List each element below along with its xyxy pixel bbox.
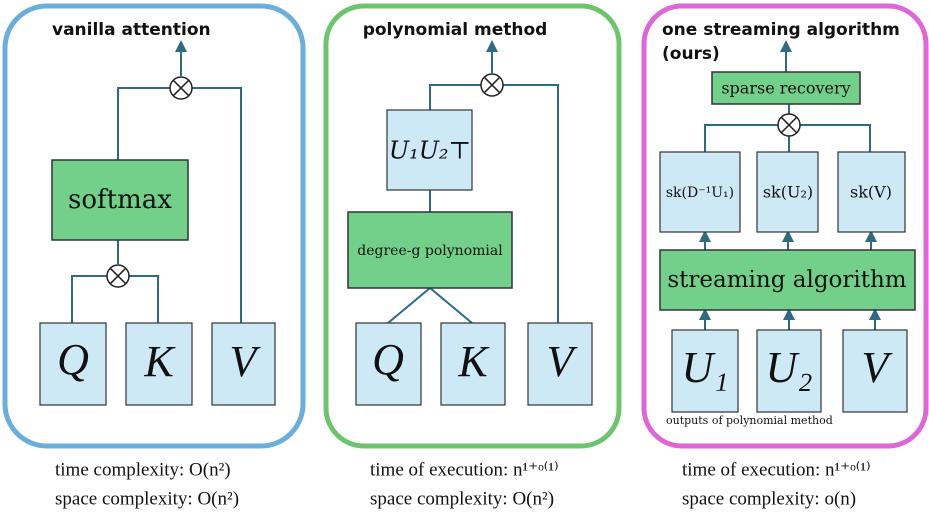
node-label: degree-g polynomial — [357, 243, 503, 259]
box — [659, 249, 916, 311]
node-label: Q — [372, 335, 404, 384]
node-label: K — [457, 337, 490, 386]
panel-title: one streaming algorithm — [662, 20, 900, 40]
box — [355, 322, 422, 406]
connectors — [699, 40, 881, 330]
node-label: V — [862, 343, 894, 392]
caption: time complexity: O(n²) — [55, 459, 231, 480]
box — [842, 329, 908, 413]
connectors — [387, 40, 559, 324]
panel-title: polynomial method — [363, 20, 548, 40]
box — [711, 71, 861, 105]
panel-polynomial: polynomial method U₁U₂⊤ degree-g polynom… — [323, 3, 622, 449]
caption: space complexity: o(n) — [682, 488, 856, 509]
node-label: V — [547, 337, 579, 386]
otimes — [169, 76, 193, 100]
node-label: softmax — [68, 185, 172, 215]
panel-subtitle: (ours) — [662, 44, 720, 64]
box — [51, 159, 189, 241]
box — [347, 211, 513, 289]
caption: space complexity: O(n²) — [55, 488, 239, 509]
node-label: sparse recovery — [721, 79, 850, 98]
otimes — [106, 264, 130, 288]
node-label: sk(D⁻¹U₁) — [666, 185, 734, 201]
panel-vanilla: vanilla attention softmax Q K V — [2, 3, 306, 449]
otimes — [480, 73, 504, 97]
caption: time of execution: n¹⁺ᵒ⁽¹⁾ — [370, 459, 559, 480]
otimes — [777, 113, 801, 137]
panel-border — [641, 3, 929, 449]
panel-border — [323, 3, 622, 449]
caption: space complexity: O(n²) — [370, 488, 554, 509]
node-label: Q — [57, 335, 89, 384]
node-label: V — [230, 337, 262, 386]
box — [440, 322, 506, 406]
caption: time of execution: n¹⁺ᵒ⁽¹⁾ — [682, 459, 871, 480]
box — [211, 322, 276, 406]
note: outputs of polynomial method — [666, 414, 833, 427]
connectors — [71, 40, 242, 323]
box — [659, 151, 741, 233]
box — [39, 322, 107, 406]
box — [386, 109, 473, 191]
box — [756, 329, 822, 413]
node-label: sk(V) — [850, 183, 892, 202]
node-label: K — [143, 337, 176, 386]
node-label: U₁ — [681, 343, 728, 392]
box — [756, 151, 819, 233]
box — [837, 151, 906, 233]
node-label: sk(U₂) — [763, 183, 813, 202]
panel-streaming: one streaming algorithm (ours) sparse re… — [641, 3, 929, 449]
box — [671, 329, 739, 413]
panel-title: vanilla attention — [52, 20, 211, 40]
box — [125, 322, 193, 406]
panel-border — [2, 3, 306, 449]
node-label: U₁U₂⊤ — [389, 137, 471, 165]
box — [527, 322, 593, 406]
node-label: streaming algorithm — [667, 267, 906, 293]
node-label: U₂ — [765, 343, 812, 392]
